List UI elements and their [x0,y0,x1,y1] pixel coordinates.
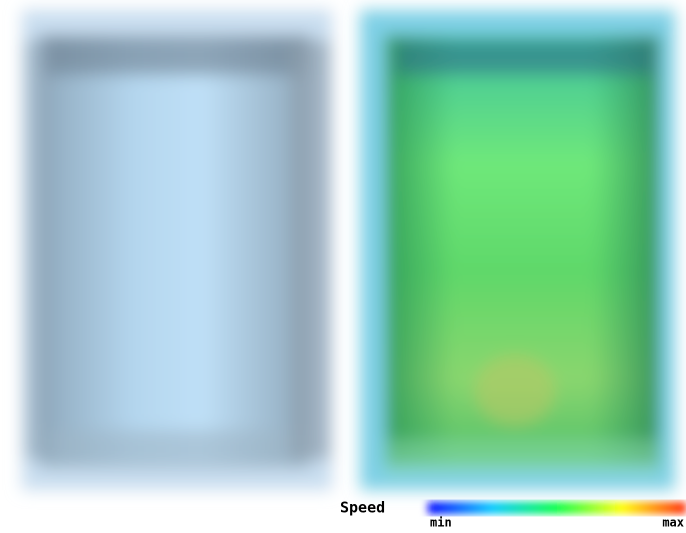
legend-max: max [662,516,684,530]
right-render [360,10,675,490]
legend-min: min [430,516,452,530]
colorbar [428,502,686,514]
left-render [22,10,332,490]
legend-title: Speed [340,499,385,517]
page: Speed min max (() => { const data = JSON… [0,0,686,533]
visualization: Speed min max [0,0,686,533]
